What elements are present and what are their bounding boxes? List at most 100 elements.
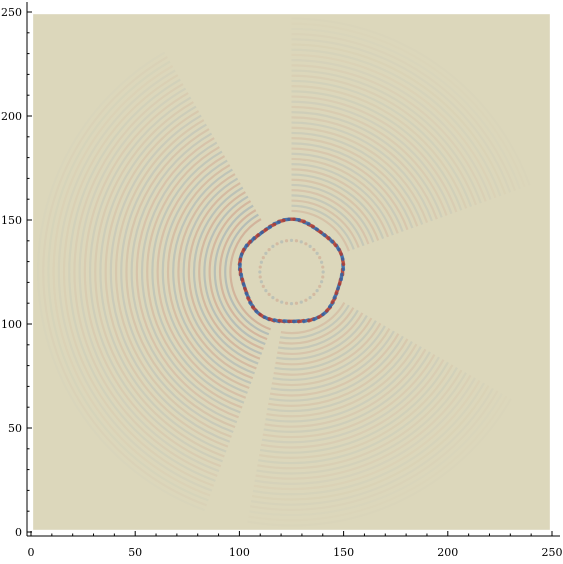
interior-ripple [321, 265, 325, 269]
ripple-arc [146, 146, 243, 409]
ripple-arc [109, 114, 231, 443]
ring-feature [237, 217, 346, 324]
ripple-arc [135, 137, 239, 419]
ripple-arc [260, 359, 445, 449]
ripple-arc [280, 301, 346, 335]
y-axis: 0 50 100 150 200 250 [1, 2, 32, 539]
heatmap-field [33, 14, 550, 530]
ripple-arc [161, 159, 248, 394]
ripple-arc [187, 182, 257, 370]
ripple-arc [291, 126, 429, 224]
x-tick-label: 150 [333, 546, 354, 559]
interior-ripple [258, 275, 262, 279]
ripple-arc [291, 69, 482, 204]
ripple-arc [291, 199, 360, 248]
interior-ripple [259, 280, 263, 284]
interior-ripple [271, 296, 275, 300]
ripple-pattern [62, 69, 482, 487]
interior-ripple [315, 289, 319, 293]
ripple-arc [291, 178, 380, 241]
ripple-arc [291, 95, 458, 213]
ripple-arc [99, 105, 227, 453]
ripple-arc [272, 325, 386, 381]
y-tick-label: 100 [1, 318, 22, 331]
ripple-arc [291, 142, 414, 229]
interior-ripple [261, 256, 265, 260]
interior-ripple [308, 244, 312, 248]
interior-ripple [315, 251, 319, 255]
interior-ripple [264, 251, 268, 255]
ripple-arc [291, 209, 350, 252]
interior-ripple [261, 284, 265, 288]
ripple-arc [104, 110, 229, 448]
ripple-arc [291, 204, 355, 250]
y-tick-label: 200 [1, 110, 22, 123]
interior-ripple [308, 296, 312, 300]
ripple-arc [151, 150, 245, 404]
x-tick-label: 50 [128, 546, 142, 559]
ripple-arc [269, 333, 400, 397]
ripple-arc [291, 183, 375, 243]
ripple-arc [291, 100, 453, 215]
ripple-arc [259, 361, 449, 454]
ripple-arc [263, 351, 431, 433]
ripple-arc [218, 209, 268, 341]
interior-ripple [299, 300, 303, 304]
x-tick-label: 100 [229, 546, 250, 559]
ripple-arc [172, 168, 252, 385]
ripple-arc [291, 137, 419, 227]
x-tick-label: 200 [437, 546, 458, 559]
ripple-arc [68, 78, 216, 482]
ripple-arc [291, 189, 370, 245]
interior-ripple [271, 244, 275, 248]
ripple-arc [156, 155, 247, 399]
interior-ripple [259, 260, 263, 264]
ring-segment [339, 272, 344, 282]
ripple-arc [262, 353, 436, 439]
interior-ripple [321, 270, 325, 274]
ripple-arc [291, 163, 394, 236]
ripple-arc [291, 173, 385, 240]
ripple-arc [203, 195, 263, 355]
ripple-arc [193, 186, 259, 365]
ripple-arc [266, 343, 418, 418]
ripple-arc [270, 330, 395, 392]
interior-ripple [312, 248, 316, 252]
ripple-arc [274, 320, 377, 371]
ripple-arc [208, 200, 264, 350]
ripple-arc [224, 213, 270, 336]
interior-ripple [318, 256, 322, 260]
interior-ripple [267, 292, 271, 296]
ripple-arc [291, 90, 463, 211]
interior-ripple [284, 239, 289, 243]
ripple-arc [130, 132, 238, 424]
ripple-arc [267, 340, 413, 413]
ripple-arc [182, 177, 255, 375]
ripple-arc [275, 317, 373, 366]
ripple-arc [277, 312, 364, 355]
ripple-arc [94, 101, 225, 458]
ripple-arc [277, 309, 359, 350]
ripple-arc [177, 173, 254, 380]
ripple-arc [120, 123, 234, 434]
ripple-arc [257, 369, 463, 470]
ripple-arc [114, 119, 232, 438]
ripple-arc [213, 204, 266, 346]
ripple-arc [229, 218, 271, 331]
ripple-arc [268, 335, 404, 402]
interior-ripple [275, 298, 279, 302]
interior-ripple [289, 302, 294, 306]
ripple-arc [261, 356, 440, 444]
interior-ripple [299, 240, 303, 244]
ripple-arc [291, 157, 399, 234]
ripple-arc [265, 346, 422, 423]
interior-ripple [294, 301, 299, 305]
interior-ripple [284, 301, 289, 305]
x-tick-label: 0 [28, 546, 35, 559]
interior-ripple [275, 242, 279, 246]
ripple-arc [291, 147, 409, 231]
interior-ripple [320, 260, 324, 264]
ripple-arc [62, 74, 215, 487]
interior-ripple [258, 270, 262, 274]
